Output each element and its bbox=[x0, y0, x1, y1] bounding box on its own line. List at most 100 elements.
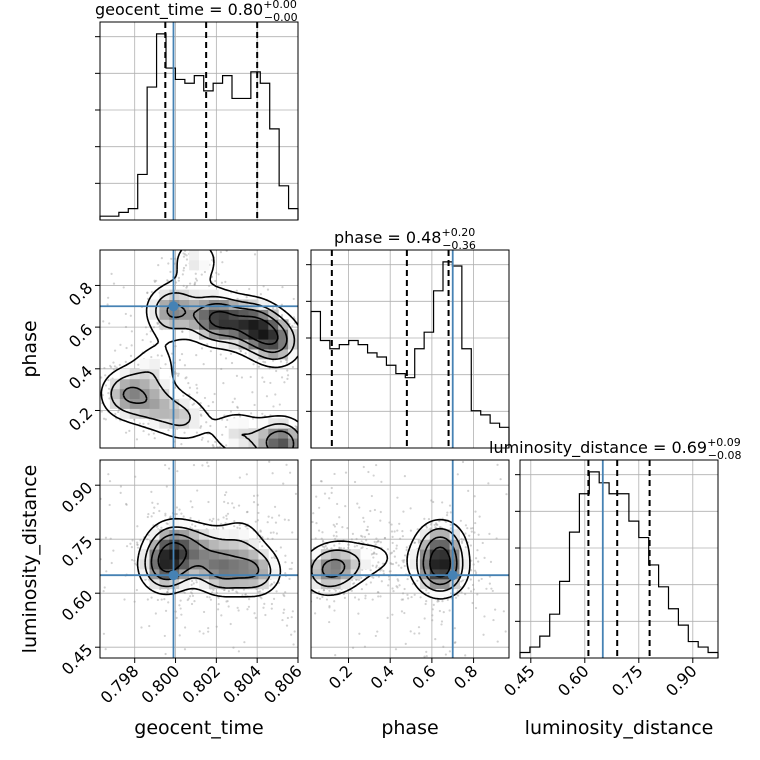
density-cell bbox=[278, 319, 289, 330]
density-cell bbox=[189, 568, 200, 580]
sample-point bbox=[281, 286, 284, 289]
density-cell bbox=[189, 250, 200, 261]
x-axis-label-luminosity_distance: luminosity_distance bbox=[525, 717, 714, 739]
sample-point bbox=[193, 283, 196, 287]
density-cell bbox=[199, 329, 210, 340]
sample-point bbox=[423, 655, 426, 658]
sample-point bbox=[352, 582, 355, 585]
density-cell bbox=[350, 568, 361, 580]
density-cell bbox=[179, 549, 190, 560]
sample-point bbox=[179, 599, 182, 602]
sample-point bbox=[135, 438, 139, 441]
sample-point bbox=[191, 403, 194, 406]
sample-point bbox=[189, 591, 193, 594]
sample-point bbox=[192, 463, 196, 467]
sample-point bbox=[207, 630, 210, 633]
sample-point bbox=[124, 360, 127, 363]
sample-point bbox=[169, 270, 172, 273]
density-cell bbox=[248, 309, 259, 320]
sample-point bbox=[488, 532, 491, 535]
sample-point bbox=[206, 595, 209, 599]
y-tick-label: 0.2 bbox=[65, 403, 96, 434]
sample-point bbox=[322, 588, 326, 592]
sample-point bbox=[360, 534, 363, 537]
sample-point bbox=[392, 550, 396, 553]
sample-point bbox=[360, 588, 363, 591]
sample-point bbox=[332, 523, 335, 526]
sample-point bbox=[280, 303, 283, 306]
sample-point bbox=[477, 579, 481, 582]
density-cell bbox=[169, 289, 180, 300]
sample-point bbox=[460, 541, 464, 545]
title-minus-error: −0.36 bbox=[442, 239, 476, 252]
sample-point bbox=[129, 354, 133, 357]
sample-point bbox=[441, 600, 444, 603]
sample-point bbox=[196, 489, 199, 492]
sample-point bbox=[167, 262, 170, 265]
contour-level bbox=[100, 250, 298, 448]
sample-point bbox=[244, 593, 247, 596]
sample-point bbox=[212, 445, 215, 448]
sample-point bbox=[119, 485, 123, 488]
density-cell bbox=[248, 549, 259, 560]
sample-point bbox=[449, 523, 452, 526]
sample-point bbox=[153, 280, 157, 283]
title-minus-error: −0.08 bbox=[708, 449, 742, 462]
sample-point bbox=[371, 598, 374, 601]
sample-point bbox=[235, 590, 238, 593]
sample-point bbox=[133, 600, 136, 603]
sample-point bbox=[253, 403, 256, 407]
density-cell bbox=[139, 398, 150, 409]
sample-point bbox=[269, 531, 272, 534]
sample-point bbox=[153, 506, 156, 509]
density-cell bbox=[258, 549, 269, 560]
sample-point bbox=[252, 363, 255, 366]
density-cell bbox=[258, 309, 269, 320]
sample-point bbox=[104, 374, 107, 377]
sample-point bbox=[195, 383, 198, 386]
sample-point bbox=[235, 289, 238, 292]
sample-point bbox=[278, 403, 281, 406]
y-tick-label: 0.8 bbox=[65, 278, 96, 309]
sample-point bbox=[125, 503, 128, 506]
sample-point bbox=[460, 580, 463, 583]
sample-point bbox=[166, 522, 169, 525]
sample-point bbox=[180, 613, 183, 616]
sample-point bbox=[377, 540, 380, 543]
density-cell bbox=[238, 549, 249, 560]
density-cell bbox=[268, 568, 279, 580]
sample-point bbox=[169, 515, 172, 518]
sample-point bbox=[232, 506, 236, 509]
density-cell bbox=[179, 539, 190, 550]
sample-point bbox=[477, 533, 480, 536]
density-cell bbox=[268, 438, 279, 448]
sample-point bbox=[424, 602, 427, 606]
sample-point bbox=[222, 381, 225, 385]
density-cell bbox=[149, 549, 160, 560]
density-cell bbox=[419, 559, 431, 570]
density-cell bbox=[208, 329, 220, 340]
density-cell bbox=[199, 250, 210, 261]
density-cell bbox=[119, 368, 131, 380]
density-cell bbox=[169, 398, 180, 409]
sample-point bbox=[112, 361, 115, 364]
title-plus-error: +0.09 bbox=[707, 436, 741, 449]
sample-point bbox=[367, 532, 370, 536]
sample-point bbox=[262, 606, 265, 609]
sample-point bbox=[229, 622, 232, 626]
sample-point bbox=[334, 654, 337, 657]
sample-point bbox=[109, 365, 113, 369]
sample-point bbox=[396, 578, 399, 581]
sample-point bbox=[160, 598, 163, 601]
sample-point bbox=[154, 612, 157, 615]
sample-point bbox=[117, 410, 120, 414]
density-cell bbox=[360, 559, 371, 570]
sample-point bbox=[157, 264, 160, 267]
sample-point bbox=[393, 555, 396, 558]
density-cell bbox=[189, 529, 200, 540]
sample-point bbox=[285, 463, 288, 466]
sample-point bbox=[390, 562, 393, 566]
sample-point bbox=[150, 290, 153, 294]
sample-point bbox=[325, 598, 329, 601]
x-tick-label: 0.800 bbox=[138, 661, 184, 707]
